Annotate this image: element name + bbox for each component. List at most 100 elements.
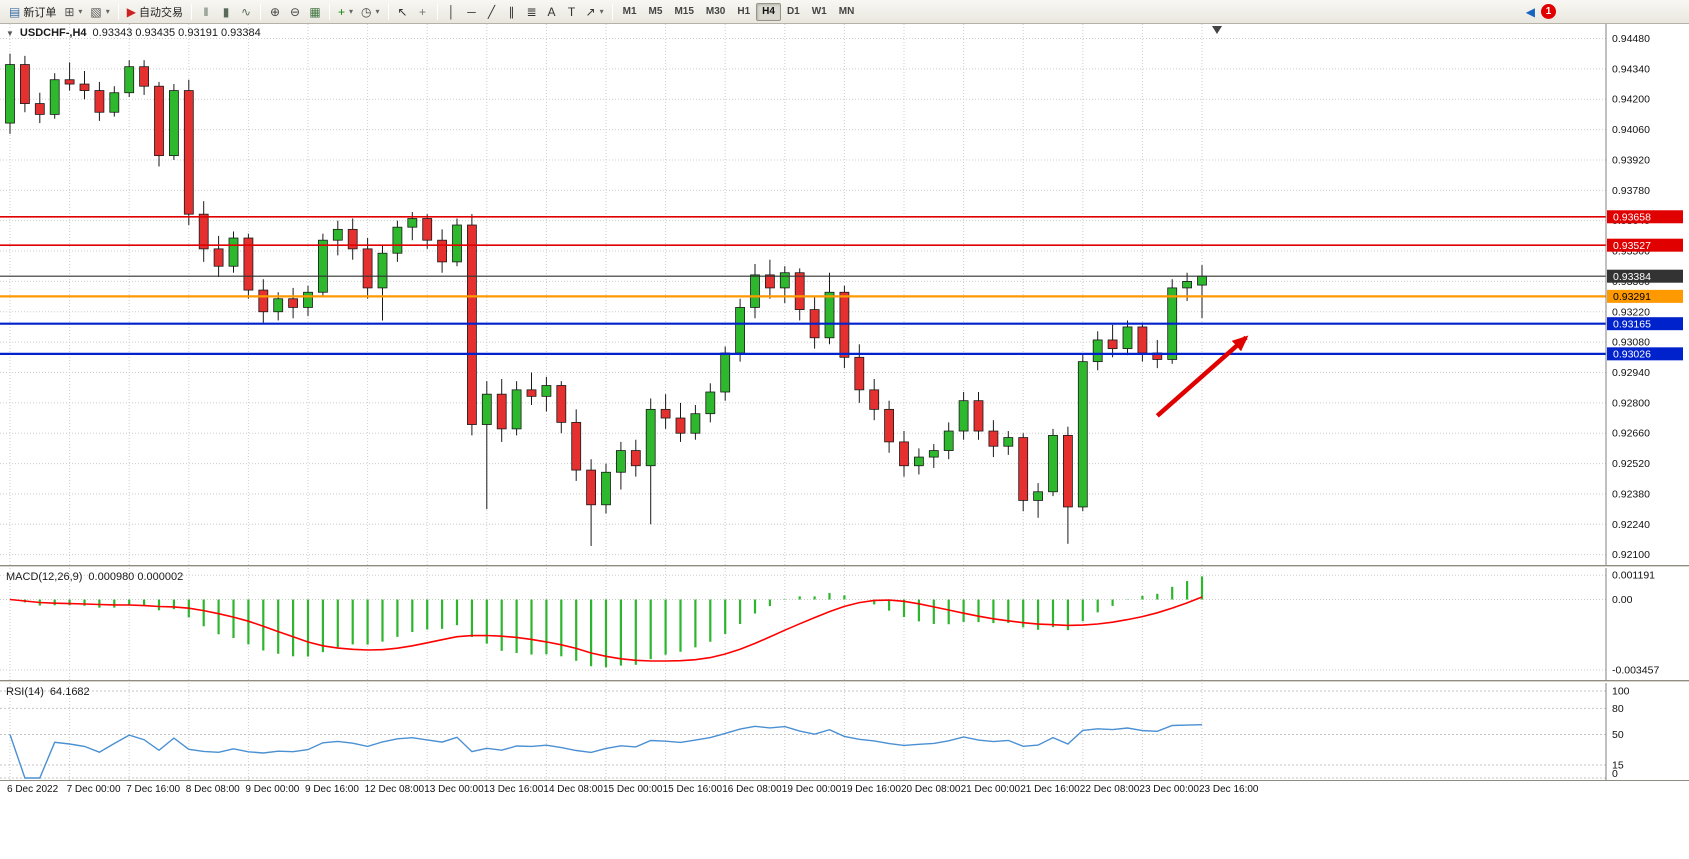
- fibonacci-button[interactable]: ≣: [522, 2, 542, 22]
- cursor-button[interactable]: ↖: [393, 2, 413, 22]
- candle: [49, 79, 60, 115]
- candle: [168, 90, 179, 157]
- svg-text:0: 0: [1612, 768, 1618, 780]
- line-chart-icon: ∿: [240, 4, 252, 19]
- candle: [273, 298, 284, 313]
- candle: [258, 289, 269, 313]
- svg-text:0.93165: 0.93165: [1613, 318, 1651, 330]
- candle: [735, 307, 745, 354]
- text-label-button[interactable]: T: [562, 2, 582, 22]
- macd-histogram: [23, 576, 1204, 668]
- new-chart-button[interactable]: ⊞ ▾: [60, 2, 86, 22]
- toolbar-separator: [117, 3, 119, 20]
- periods-icon: ◷: [361, 4, 372, 19]
- price-axis-label: 0.92940: [1612, 367, 1650, 379]
- auto-trading-icon: ▶: [126, 4, 137, 19]
- window-bottom-area: [0, 798, 1689, 856]
- trend-arrow-annotation[interactable]: [1155, 335, 1249, 418]
- pane-divider-rsi[interactable]: [0, 680, 1689, 683]
- time-axis-label: 23 Dec 16:00: [1199, 784, 1259, 795]
- auto-trading-button[interactable]: ▶ 自动交易: [123, 2, 187, 22]
- text-button[interactable]: A: [542, 2, 562, 22]
- timeframe-M5[interactable]: M5: [648, 6, 663, 17]
- candle: [541, 385, 552, 397]
- time-axis-label: 7 Dec 16:00: [126, 784, 181, 795]
- candle: [958, 400, 969, 432]
- svg-text:50: 50: [1612, 729, 1624, 741]
- zoom-out-icon: ⊖: [289, 4, 301, 19]
- main-toolbar: ▤ 新订单 ⊞ ▾ ▧ ▾ ▶ 自动交易 ‖ ▮ ∿ ⊕ ⊖ ▦ + ▾ ◷ ▾ ↖ + │ ─ ╱ ∥ ≣ A T ↗ ▾ M1 M5 M1…: [0, 0, 1689, 24]
- candle: [988, 430, 999, 447]
- svg-text:15: 15: [1612, 759, 1624, 771]
- candle: [362, 248, 373, 289]
- candle: [154, 85, 164, 157]
- svg-text:0.93291: 0.93291: [1613, 291, 1651, 303]
- timeframe-MN[interactable]: MN: [838, 6, 855, 17]
- chart-back-icon[interactable]: ◀: [1525, 4, 1535, 19]
- new-chart-icon: ⊞: [64, 4, 75, 19]
- macd-grid: [0, 568, 1606, 680]
- price-chart-surface[interactable]: 0.94480 0.94340 0.94200 0.94060 0.93920 0.937…: [0, 24, 1689, 565]
- rsi-grid: [0, 683, 1606, 780]
- tile-windows-button[interactable]: ▦: [305, 2, 325, 22]
- timeframe-M30[interactable]: M30: [705, 6, 726, 17]
- svg-text:100: 100: [1612, 686, 1630, 698]
- timeframe-H4[interactable]: H4: [756, 2, 781, 21]
- timeframe-M1[interactable]: M1: [622, 6, 637, 17]
- candle: [34, 103, 45, 115]
- svg-text:0.93384: 0.93384: [1613, 271, 1651, 283]
- candle: [928, 450, 939, 458]
- candle: [705, 391, 716, 415]
- time-axis-label: 9 Dec 16:00: [305, 784, 359, 795]
- profiles-button[interactable]: ▧ ▾: [86, 2, 113, 22]
- horizontal-line-button[interactable]: ─: [462, 2, 482, 22]
- candle: [317, 239, 328, 293]
- crosshair-button[interactable]: +: [413, 2, 433, 22]
- timeframe-W1[interactable]: W1: [811, 6, 827, 17]
- time-axis[interactable]: 6 Dec 2022 7 Dec 00:00 7 Dec 16:00 8 Dec 08…: [0, 780, 1689, 798]
- trendline-button[interactable]: ╱: [482, 2, 502, 22]
- timeframe-H1[interactable]: H1: [737, 6, 751, 17]
- timeframe-D1[interactable]: D1: [786, 6, 800, 17]
- candle: [1033, 491, 1043, 501]
- time-axis-label: 22 Dec 08:00: [1079, 784, 1140, 795]
- candlestick-chart-button[interactable]: ▮: [216, 2, 236, 22]
- candle: [124, 66, 135, 94]
- candle: [601, 471, 611, 506]
- price-pane: 0.94480 0.94340 0.94200 0.94060 0.93920 0.937…: [0, 24, 1689, 565]
- timeframe-M15[interactable]: M15: [674, 6, 694, 17]
- time-axis-label: 19 Dec 16:00: [841, 784, 901, 795]
- equidistant-channel-button[interactable]: ∥: [502, 2, 522, 22]
- periods-button[interactable]: ◷ ▾: [357, 2, 384, 22]
- candle: [347, 228, 358, 250]
- level-price-tag: 0.93291: [1607, 289, 1683, 303]
- notification-badge[interactable]: 1: [1541, 4, 1556, 19]
- price-axis-label: 0.93920: [1612, 154, 1650, 166]
- svg-text:0.93658: 0.93658: [1613, 212, 1651, 224]
- arrows-button[interactable]: ↗ ▾: [582, 2, 608, 22]
- vertical-line-button[interactable]: │: [442, 2, 462, 22]
- candle: [481, 393, 492, 425]
- pane-divider-macd[interactable]: [0, 565, 1689, 568]
- line-chart-button[interactable]: ∿: [236, 2, 256, 22]
- new-order-button[interactable]: ▤ 新订单: [5, 2, 60, 22]
- candle: [228, 237, 239, 267]
- time-axis-label: 15 Dec 00:00: [603, 784, 663, 795]
- indicators-button[interactable]: + ▾: [334, 2, 357, 22]
- zoom-out-button[interactable]: ⊖: [285, 2, 305, 22]
- rsi-chart-surface[interactable]: 100 80 50 150: [0, 683, 1689, 780]
- candle: [750, 274, 760, 308]
- candle: [496, 393, 507, 430]
- candle: [824, 291, 835, 339]
- candle: [914, 456, 924, 467]
- one-click-expander-icon[interactable]: ▼: [6, 28, 14, 38]
- macd-chart-surface[interactable]: 0.001191 0.00 -0.003457: [0, 568, 1689, 680]
- bar-chart-icon: ‖: [203, 4, 209, 19]
- bar-chart-button[interactable]: ‖: [196, 2, 216, 22]
- candle: [213, 248, 224, 267]
- candles-layer: [5, 53, 1207, 546]
- zoom-in-button[interactable]: ⊕: [265, 2, 285, 22]
- toolbar-separator: [436, 3, 438, 20]
- chart-shift-marker[interactable]: [1212, 26, 1222, 34]
- price-axis-labels[interactable]: 0.94480 0.94340 0.94200 0.94060 0.93920 0.937…: [1612, 33, 1650, 561]
